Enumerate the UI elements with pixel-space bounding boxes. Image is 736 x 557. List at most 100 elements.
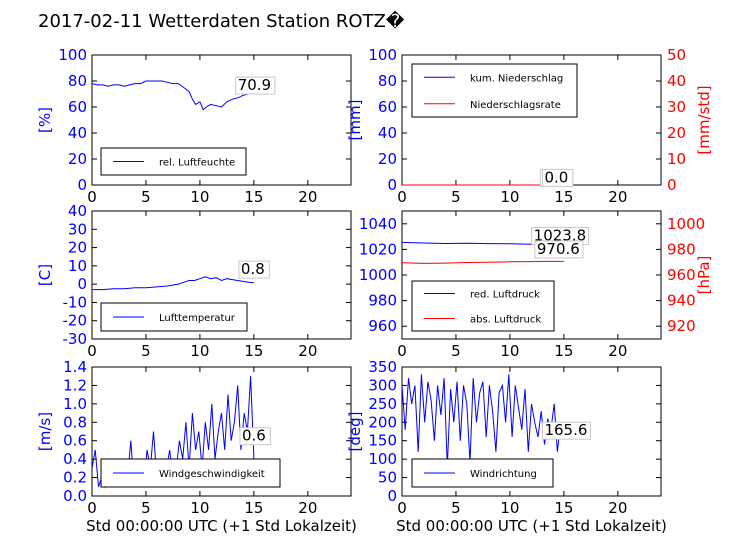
y-tick-label: 50 [378,469,397,487]
x-axis-label: Std 00:00:00 UTC (+1 Std Lokalzeit) [86,517,357,535]
x-tick-label: 15 [554,342,573,360]
value-callout: 165.6 [544,421,587,439]
plot-frame [401,366,662,497]
x-tick-label: 20 [608,499,627,517]
value-callout-box [534,240,584,259]
y2-tick-label: 1000 [667,215,705,233]
legend-label: Windrichtung [470,469,537,480]
x-tick-label: 10 [190,342,209,360]
y-tick-label: 100 [58,46,87,64]
x-tick-label: 10 [500,499,519,517]
y-tick-label: 1040 [359,215,397,233]
series-line-temperature-0 [92,276,254,291]
y-tick-label: 960 [368,317,397,335]
y-tick-label: 20 [378,150,397,168]
y-tick-label: 1020 [359,240,397,258]
legend-box [100,302,248,332]
plot-frame [91,210,352,340]
y-tick-label: 30 [68,220,87,238]
chart-wind_speed: 0 5 10 15 200.00.20.40.60.81.01.21.4[m/s]Std… [36,358,357,535]
y-tick-label: 60 [68,98,87,116]
x-tick-label: 5 [451,342,461,360]
x-tick-label: 15 [244,188,263,206]
value-callout-box [235,76,276,95]
x-tick-label: 10 [190,499,209,517]
y-tick-label: 1.4 [63,358,87,376]
y2-tick-label: 30 [667,98,686,116]
y-tick-label: 40 [68,202,87,220]
x-tick-label: 20 [298,499,317,517]
y2-tick-label: 940 [667,292,696,310]
series-line-pressure-1 [401,260,564,264]
y2-tick-label: 10 [667,150,686,168]
y-tick-label: 0.4 [63,450,87,468]
y-tick-label: 60 [378,98,397,116]
y-tick-label: 300 [368,376,397,394]
y2-tick-label: 0 [667,176,677,194]
plot-frame [91,366,352,497]
legend-label: Windgeschwindigkeit [159,469,265,480]
x-tick-label: 5 [141,188,151,206]
legend-box [411,63,578,118]
chart-pressure: 0 5 10 15 20 960 980 1000 1020 1040 920 940 960 980 10… [359,210,713,360]
x-tick-label: 0 [87,188,97,206]
y-tick-label: 150 [368,432,397,450]
y-tick-label: -10 [63,293,88,311]
y-axis-label: [m/s] [36,412,54,451]
chart-humidity: 0 5 10 15 20 0 20 40 60 80 100 [%] 70.9 rel. Luftfeuc… [36,46,352,206]
y-tick-label: 0 [387,176,397,194]
y-axis-label: [mm] [346,100,364,141]
y-tick-label: 980 [368,292,397,310]
y-tick-label: 200 [368,413,397,431]
legend-label: rel. Luftfeuchte [159,158,235,169]
value-callout-box [541,421,591,440]
y-tick-label: 40 [378,124,397,142]
legend-box [411,280,555,332]
value-callout: 970.6 [537,240,580,258]
series-line-wind_dir-0 [401,374,565,467]
x-tick-label: 15 [554,499,573,517]
y-tick-label: 0.0 [63,487,87,505]
legend-label: Lufttemperatur [159,313,236,324]
x-tick-label: 0 [397,342,407,360]
x-axis-label: Std 00:00:00 UTC (+1 Std Lokalzeit) [396,517,667,535]
y-tick-label: 1000 [359,266,397,284]
x-tick-label: 15 [244,342,263,360]
x-tick-label: 0 [87,342,97,360]
y-tick-label: 350 [368,358,397,376]
x-tick-label: 5 [451,499,461,517]
legend-box [100,458,281,488]
y-tick-label: 1.0 [63,395,87,413]
y2-tick-label: 960 [667,266,696,284]
x-tick-label: 20 [298,342,317,360]
x-tick-label: 10 [500,188,519,206]
x-tick-label: 20 [298,188,317,206]
value-callout-box [541,168,574,187]
value-callout-box [239,427,271,446]
x-tick-label: 20 [608,342,627,360]
value-callout: 0.0 [544,168,568,186]
x-tick-label: 15 [554,188,573,206]
y-tick-label: 0 [387,487,397,505]
y2-tick-label: 920 [667,317,696,335]
y-tick-label: 10 [68,257,87,275]
y-tick-label: -30 [63,330,88,348]
chart-title: 2017-02-11 Wetterdaten Station ROTZ� [38,10,405,32]
legend-box [411,458,554,488]
x-tick-label: 5 [451,188,461,206]
y-tick-label: -20 [63,312,88,330]
y-tick-label: 20 [68,239,87,257]
value-callout-box [238,260,270,279]
legend-label: Niederschlagsrate [470,100,561,111]
y2-axis-label: [hPa] [695,256,713,295]
value-callout: 70.9 [238,76,271,94]
y-tick-label: 250 [368,395,397,413]
y-tick-label: 80 [378,72,397,90]
y-tick-label: 1.2 [63,376,87,394]
x-tick-label: 10 [500,342,519,360]
y-axis-label: [C] [36,264,54,286]
y-tick-label: 0.6 [63,432,87,450]
y2-tick-label: 40 [667,72,686,90]
